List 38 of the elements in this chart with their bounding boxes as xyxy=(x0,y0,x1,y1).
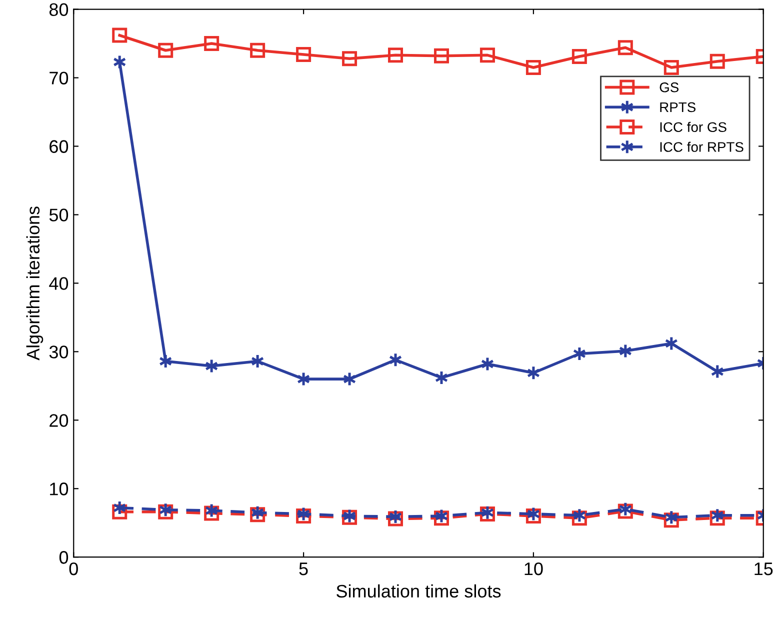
y-tick-label: 70 xyxy=(50,72,68,84)
point xyxy=(434,48,449,64)
y-tick-label: 30 xyxy=(49,346,68,358)
point xyxy=(204,36,220,52)
y-tick-label: 0 xyxy=(59,551,68,564)
y-tick-label: 20 xyxy=(50,414,68,427)
point xyxy=(710,54,725,69)
point xyxy=(112,28,128,43)
x-axis-title: Simulation time slots xyxy=(336,584,501,598)
x-tick-label: 10 xyxy=(524,562,543,576)
point xyxy=(618,40,633,56)
point xyxy=(112,504,128,520)
x-tick-label: 0 xyxy=(69,562,78,576)
legend-label: GS xyxy=(660,82,679,92)
point xyxy=(250,42,266,58)
legend-label: RPTS xyxy=(660,102,696,112)
point xyxy=(342,51,358,66)
y-tick-label: 10 xyxy=(50,482,68,496)
x-tick-label: 15 xyxy=(754,562,773,576)
y-tick-label: 50 xyxy=(49,208,68,222)
legend-label: ICC for RPTS xyxy=(660,142,744,152)
point xyxy=(388,48,404,63)
y-axis-title: Algorithm iterations xyxy=(26,206,44,360)
point xyxy=(664,60,679,75)
y-tick-label: 40 xyxy=(49,277,68,290)
point xyxy=(526,508,541,524)
legend-label: ICC for GS xyxy=(660,122,726,132)
point xyxy=(480,48,495,63)
point xyxy=(710,510,725,526)
point xyxy=(572,49,587,64)
point xyxy=(572,510,587,526)
y-tick-label: 80 xyxy=(49,3,68,16)
point xyxy=(296,508,312,524)
point xyxy=(158,42,174,58)
y-tick-label: 60 xyxy=(50,140,68,153)
point xyxy=(526,60,541,75)
point xyxy=(296,46,312,62)
x-tick-label: 5 xyxy=(299,562,308,576)
